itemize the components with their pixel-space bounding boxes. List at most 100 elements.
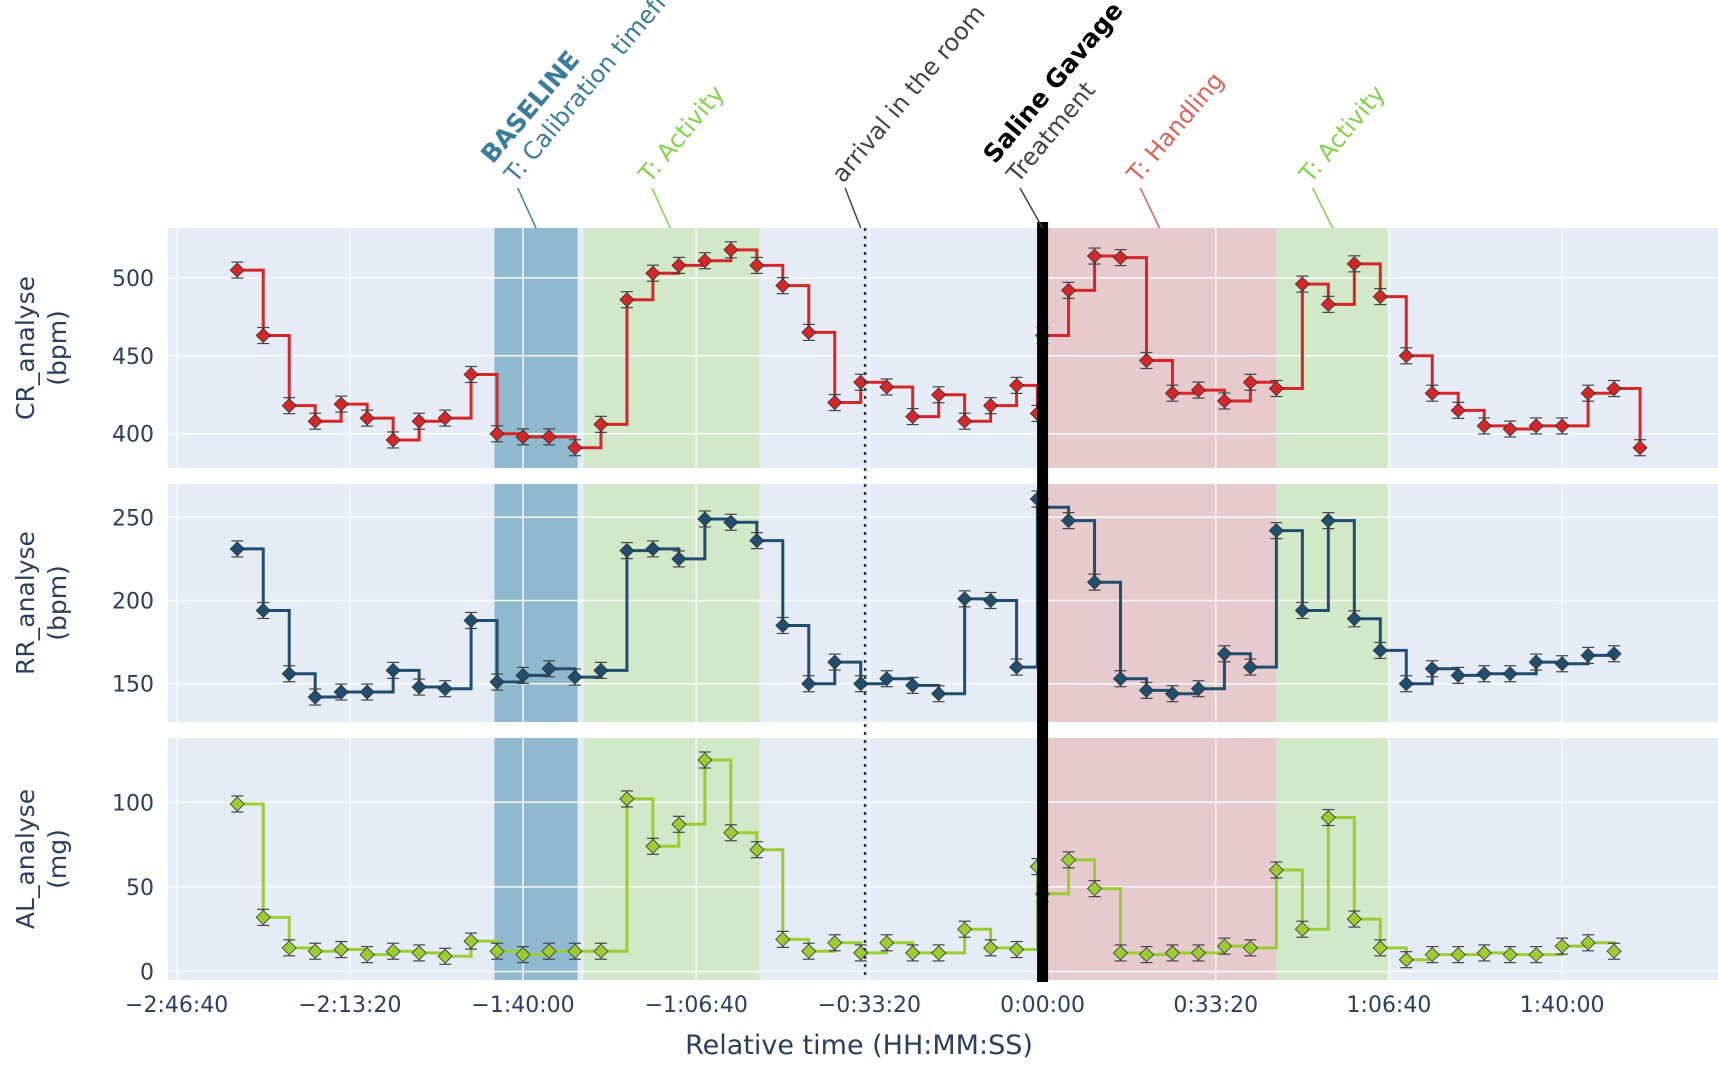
data-point bbox=[515, 947, 531, 963]
data-point bbox=[1450, 947, 1466, 963]
data-point bbox=[801, 324, 817, 340]
data-point bbox=[1164, 385, 1181, 401]
data-point bbox=[957, 413, 973, 429]
y-axis-title-line2: (bpm) bbox=[43, 565, 72, 641]
data-point bbox=[931, 686, 947, 702]
data-point bbox=[1554, 656, 1570, 672]
data-point bbox=[853, 676, 869, 692]
data-point bbox=[307, 413, 323, 429]
data-point bbox=[1060, 282, 1077, 298]
data-point bbox=[281, 940, 297, 956]
annotation-text: T: Activity bbox=[1293, 80, 1391, 189]
data-point bbox=[1086, 574, 1103, 590]
data-point bbox=[879, 671, 895, 687]
annotation: T: Activity bbox=[632, 80, 730, 189]
data-point bbox=[645, 265, 661, 281]
data-point bbox=[463, 366, 479, 383]
data-point bbox=[1450, 667, 1466, 683]
data-point bbox=[333, 396, 349, 412]
data-point bbox=[801, 943, 817, 959]
data-point bbox=[1424, 661, 1440, 677]
data-point bbox=[229, 796, 245, 812]
y-tick-label: 450 bbox=[112, 345, 154, 370]
data-point bbox=[1112, 945, 1129, 961]
region-activity bbox=[1276, 228, 1389, 468]
data-point bbox=[905, 409, 921, 425]
data-point bbox=[411, 679, 427, 695]
region-baseline bbox=[494, 484, 578, 722]
data-point bbox=[619, 791, 635, 807]
data-point bbox=[1502, 421, 1518, 437]
data-point bbox=[1112, 671, 1129, 687]
data-point bbox=[931, 387, 947, 403]
data-point bbox=[1346, 611, 1362, 627]
data-point bbox=[671, 816, 687, 832]
annotation-leader bbox=[651, 187, 671, 229]
data-point bbox=[1580, 935, 1596, 951]
y-axis-title-line2: (bpm) bbox=[43, 310, 72, 386]
data-point bbox=[567, 440, 583, 456]
panel-background bbox=[168, 738, 1718, 980]
data-point bbox=[749, 257, 765, 273]
annotation-leader bbox=[1019, 187, 1044, 229]
data-point bbox=[1216, 393, 1232, 409]
data-point bbox=[1242, 659, 1258, 675]
data-point bbox=[905, 677, 921, 693]
data-point bbox=[645, 541, 661, 557]
y-tick-label: 150 bbox=[112, 673, 154, 698]
region-baseline bbox=[494, 228, 578, 468]
data-point bbox=[515, 667, 531, 683]
data-point bbox=[645, 838, 661, 854]
data-point bbox=[281, 666, 297, 682]
data-point bbox=[1528, 947, 1544, 963]
data-point bbox=[1554, 938, 1570, 954]
data-point bbox=[1346, 911, 1362, 927]
data-point bbox=[359, 684, 375, 700]
region-activity bbox=[583, 738, 760, 980]
data-point bbox=[879, 379, 895, 395]
annotation-text: T: Activity bbox=[632, 80, 730, 189]
data-point bbox=[827, 394, 843, 411]
data-point bbox=[541, 943, 557, 959]
data-point bbox=[411, 945, 427, 961]
data-point bbox=[827, 654, 843, 670]
data-point bbox=[437, 681, 453, 697]
data-point bbox=[281, 398, 297, 414]
x-tick-label: −1:06:40 bbox=[645, 993, 748, 1018]
data-point bbox=[1320, 513, 1336, 529]
data-point bbox=[827, 935, 843, 951]
x-tick-label: 0:33:20 bbox=[1173, 993, 1258, 1018]
data-point bbox=[1190, 382, 1207, 398]
data-point bbox=[255, 909, 271, 925]
y-tick-label: 0 bbox=[140, 961, 154, 986]
data-point bbox=[619, 292, 635, 308]
data-point bbox=[1086, 881, 1103, 897]
data-point bbox=[1112, 250, 1129, 266]
data-point bbox=[515, 429, 531, 445]
data-point bbox=[749, 842, 765, 858]
y-axis-title-line2: (mg) bbox=[43, 829, 72, 889]
region-handling bbox=[1042, 484, 1277, 722]
data-point bbox=[1268, 862, 1284, 878]
data-point bbox=[931, 945, 947, 961]
annotation-leader bbox=[517, 187, 537, 229]
data-point bbox=[437, 948, 453, 964]
region-baseline bbox=[494, 738, 578, 980]
data-point bbox=[1528, 418, 1544, 434]
data-point bbox=[411, 413, 427, 429]
data-point bbox=[593, 416, 609, 432]
data-point bbox=[775, 617, 791, 634]
data-point bbox=[1190, 945, 1207, 961]
data-point bbox=[1424, 947, 1440, 963]
data-point bbox=[463, 933, 479, 949]
data-point bbox=[1294, 276, 1310, 292]
annotation: arrival in the room bbox=[826, 0, 990, 188]
data-point bbox=[1606, 943, 1622, 959]
data-point bbox=[1086, 248, 1103, 264]
data-point bbox=[385, 432, 401, 448]
data-point bbox=[1164, 686, 1181, 702]
data-point bbox=[1138, 352, 1155, 369]
data-point bbox=[489, 943, 505, 959]
data-point bbox=[697, 511, 713, 527]
